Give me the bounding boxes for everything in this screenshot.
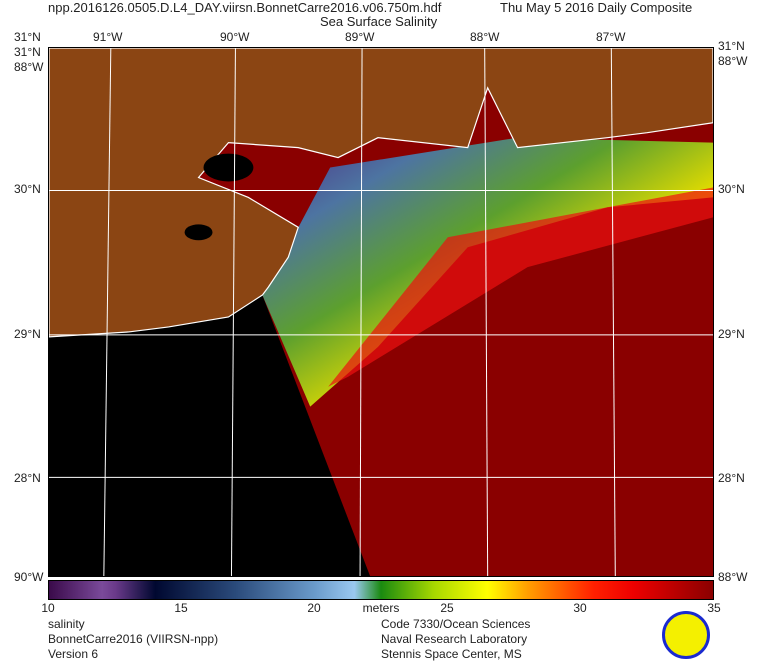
footer-version: Version 6 (48, 647, 99, 661)
nodata-region (49, 295, 371, 576)
corner-lon-label: 88°W (14, 60, 44, 74)
lat-label: 28°N (14, 471, 41, 485)
corner-lat-label: 31°N (14, 30, 41, 44)
footer-code: Code 7330/Ocean Sciences (381, 617, 531, 631)
lake-pontchartrain (203, 153, 254, 182)
lat-label: 29°N (718, 327, 745, 341)
footer-org: Naval Research Laboratory (381, 632, 528, 646)
lake (184, 224, 213, 241)
lat-label: 29°N (14, 327, 41, 341)
lat-label: 31°N (718, 39, 745, 53)
footer-product: salinity (48, 617, 85, 631)
lon-label: 88°W (470, 30, 500, 44)
footer-location: Stennis Space Center, MS (381, 647, 522, 661)
lon-label: 89°W (345, 30, 375, 44)
corner-lon-label: 90°W (14, 570, 44, 584)
frontal-zone (328, 187, 713, 387)
date-label: Thu May 5 2016 Daily Composite (500, 0, 693, 15)
colorbar-tick: 30 (573, 601, 587, 615)
corner-lon-label: 88°W (718, 570, 748, 584)
graticule (49, 48, 713, 576)
salinity-map (48, 47, 714, 577)
land-region (49, 48, 713, 338)
lon-label: 91°W (93, 30, 123, 44)
colorbar (48, 580, 714, 600)
colorbar-tick: 25 (440, 601, 454, 615)
lat-label: 30°N (718, 182, 745, 196)
colorbar-tick: 20 (307, 601, 321, 615)
colorbar-unit: meters (362, 601, 400, 615)
colorbar-tick: 15 (174, 601, 188, 615)
lat-label: 31°N (14, 45, 41, 59)
lon-label: 90°W (220, 30, 250, 44)
colorbar-tick: 10 (41, 601, 55, 615)
corner-lon-label: 88°W (718, 54, 748, 68)
nrl-seal-logo (662, 611, 710, 659)
lat-label: 30°N (14, 182, 41, 196)
filename: npp.2016126.0505.D.L4_DAY.viirsn.BonnetC… (48, 0, 442, 15)
map-title: Sea Surface Salinity (320, 14, 438, 29)
lon-label: 87°W (596, 30, 626, 44)
colorbar-tick: 35 (707, 601, 721, 615)
footer-dataset: BonnetCarre2016 (VIIRSN-npp) (48, 632, 219, 646)
lat-label: 28°N (718, 471, 745, 485)
